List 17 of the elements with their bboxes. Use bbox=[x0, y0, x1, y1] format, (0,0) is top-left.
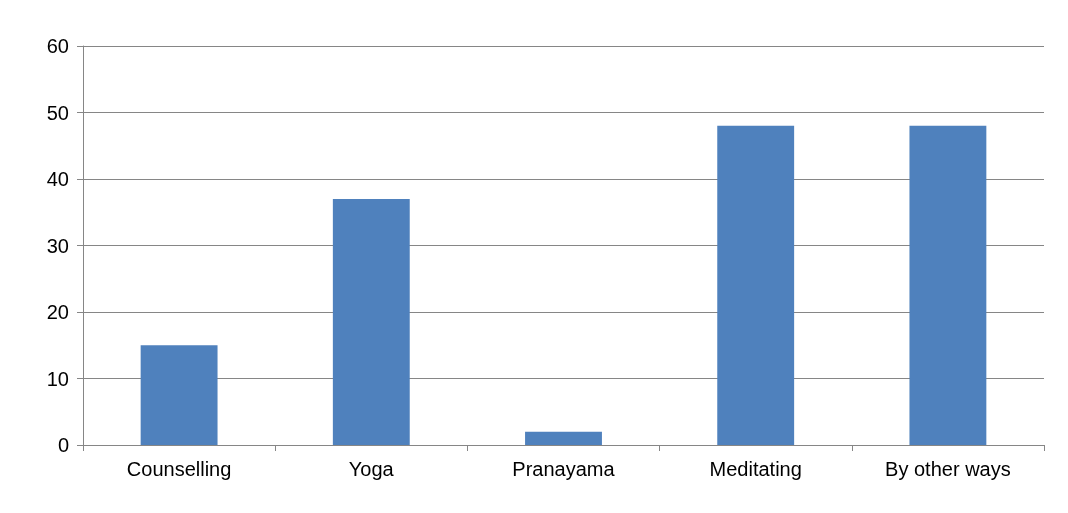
bar bbox=[909, 125, 987, 445]
y-tick-label: 0 bbox=[57, 434, 69, 456]
y-tick-label: 40 bbox=[46, 168, 69, 190]
y-tick-label: 30 bbox=[46, 234, 69, 257]
bar bbox=[525, 431, 602, 445]
x-tick-label: Yoga bbox=[348, 458, 395, 480]
x-tick-label: Pranayama bbox=[512, 458, 616, 480]
y-tick-label: 10 bbox=[46, 367, 69, 390]
bar bbox=[717, 125, 795, 445]
y-tick-label: 20 bbox=[46, 301, 69, 323]
y-tick-label: 50 bbox=[46, 101, 69, 124]
bar bbox=[332, 198, 410, 445]
x-tick-label: Counselling bbox=[126, 458, 232, 480]
x-tick-label: Meditating bbox=[709, 458, 802, 480]
y-tick-label: 60 bbox=[46, 35, 69, 57]
bar bbox=[140, 345, 218, 445]
x-tick-label: By other ways bbox=[885, 458, 1011, 480]
